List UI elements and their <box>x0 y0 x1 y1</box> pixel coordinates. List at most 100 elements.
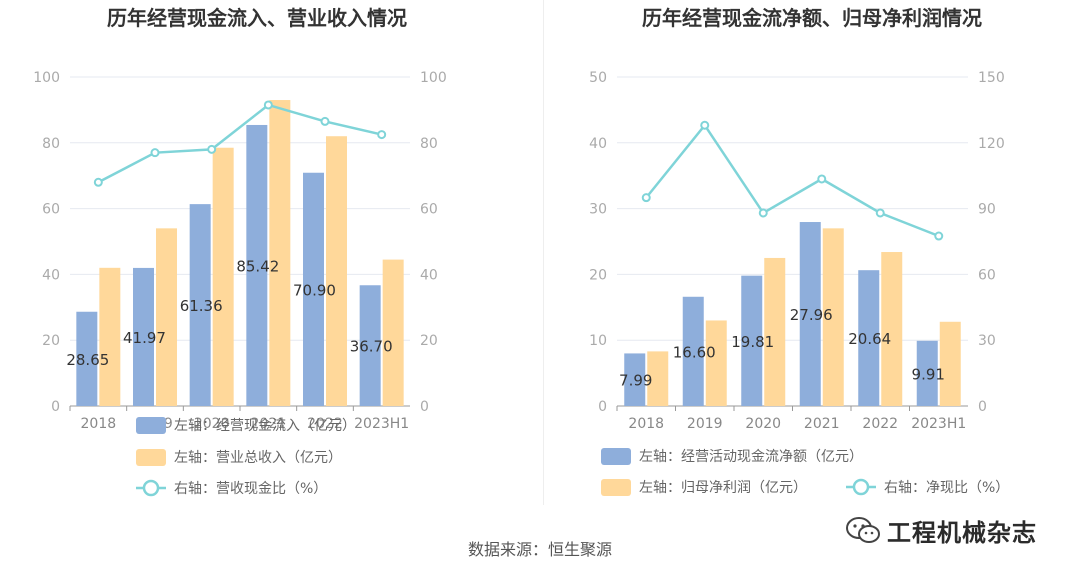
legend-item: 右轴：营收现金比（%） <box>136 479 327 497</box>
line-series <box>645 123 940 238</box>
category-label: 2022 <box>862 416 898 432</box>
line-point <box>934 231 944 241</box>
right-tick-label: 40 <box>420 267 438 283</box>
bar-1 <box>76 311 98 406</box>
bar-2 <box>705 320 727 406</box>
panel-divider <box>543 0 544 505</box>
category-label: 2021 <box>804 416 840 432</box>
bar-data-label: 9.91 <box>912 365 945 383</box>
right-tick-label: 20 <box>420 333 438 349</box>
left-tick-label: 30 <box>589 202 607 218</box>
legend-label: 左轴：营业总收入（亿元） <box>174 450 342 466</box>
legend-swatch-bar-1 <box>136 417 166 434</box>
left-tick-label: 0 <box>598 399 607 415</box>
right-tick-label: 120 <box>978 136 1005 152</box>
bar-1 <box>741 275 763 406</box>
left-tick-label: 40 <box>42 267 60 283</box>
bar-1 <box>682 296 704 406</box>
wechat-icon <box>846 517 880 543</box>
category-label: 2021 <box>251 416 287 432</box>
left-tick-label: 20 <box>42 333 60 349</box>
bar-1 <box>133 267 154 406</box>
left-tick-label: 20 <box>589 267 607 283</box>
left-tick-label: 80 <box>42 136 60 152</box>
bar-data-label: 27.96 <box>790 306 833 324</box>
line-point <box>263 100 273 110</box>
legend-item: 左轴：经营现金流入（亿元） <box>136 417 356 434</box>
chart-title: 历年经营现金流净额、归母净利润情况 <box>642 6 982 30</box>
bar-2 <box>212 147 234 407</box>
line-point <box>377 130 387 140</box>
line-point <box>817 174 827 184</box>
bar-2 <box>647 351 669 406</box>
bar-data-label: 36.70 <box>350 338 393 356</box>
data-source-note: 数据来源：恒生聚源 <box>467 540 612 559</box>
bar-2 <box>269 100 291 406</box>
watermark-text: 工程机械杂志 <box>887 518 1037 547</box>
legend-label: 右轴：净现比（%） <box>884 480 1009 496</box>
line-point <box>93 177 103 187</box>
right-tick-label: 60 <box>978 267 996 283</box>
line-point <box>207 144 217 154</box>
right-tick-label: 0 <box>420 399 429 415</box>
line-point <box>875 208 885 218</box>
legend-label: 左轴：经营活动现金流净额（亿元） <box>639 449 863 465</box>
bar-1 <box>359 285 381 406</box>
line-point <box>758 208 768 218</box>
category-label: 2018 <box>628 416 664 432</box>
legend-item: 左轴：营业总收入（亿元） <box>136 449 342 466</box>
legend-swatch-bar-2 <box>136 449 166 466</box>
bar-2 <box>326 136 347 406</box>
legend-item: 左轴：经营活动现金流净额（亿元） <box>601 448 863 465</box>
line-point <box>150 148 160 158</box>
bar-2 <box>99 267 121 406</box>
right-tick-label: 90 <box>978 202 996 218</box>
bar-data-label: 41.97 <box>123 329 166 347</box>
chart-2: 历年经营现金流净额、归母净利润情况 0 10 20 30 40 50 0 30 60 90 120 15… <box>589 6 1009 496</box>
category-label: 2018 <box>81 416 117 432</box>
legend-item: 左轴：归母净利润（亿元） <box>601 479 807 496</box>
category-label: 2023H1 <box>911 416 966 432</box>
bar-1 <box>916 340 938 406</box>
chart-title: 历年经营现金流入、营业收入情况 <box>107 6 407 30</box>
category-label: 2020 <box>194 416 230 432</box>
line-point <box>641 193 651 203</box>
right-tick-label: 30 <box>978 333 996 349</box>
line-point <box>700 120 710 130</box>
line-point <box>320 116 330 126</box>
bar-data-label: 20.64 <box>848 330 891 348</box>
bar-2 <box>881 252 903 406</box>
left-tick-label: 40 <box>589 136 607 152</box>
bar-data-label: 85.42 <box>236 257 279 275</box>
legend-item: 右轴：净现比（%） <box>846 478 1009 496</box>
left-tick-label: 60 <box>42 202 60 218</box>
left-tick-label: 100 <box>33 70 60 86</box>
legend-label: 左轴：经营现金流入（亿元） <box>174 418 356 434</box>
bar-2 <box>764 257 786 406</box>
chart-1: 历年经营现金流入、营业收入情况 0 20 40 60 80 100 0 20 40 60 80 100 2… <box>33 6 446 497</box>
bar-data-label: 28.65 <box>66 351 109 369</box>
bar-1 <box>624 353 646 406</box>
left-tick-label: 0 <box>51 399 60 415</box>
bar-1 <box>303 172 324 406</box>
left-tick-label: 50 <box>589 70 607 86</box>
bar-2 <box>822 228 844 406</box>
bar-1 <box>189 204 211 406</box>
bar-data-label: 70.90 <box>293 281 336 299</box>
legend-swatch-bar-1 <box>601 448 631 465</box>
bar-2 <box>156 228 177 406</box>
right-tick-label: 100 <box>420 70 447 86</box>
category-label: 2020 <box>745 416 781 432</box>
legend-swatch-marker <box>142 479 160 497</box>
left-tick-label: 10 <box>589 333 607 349</box>
legend-swatch-bar-2 <box>601 479 631 496</box>
right-tick-label: 80 <box>420 136 438 152</box>
category-label: 2023H1 <box>354 416 409 432</box>
right-tick-label: 0 <box>978 399 987 415</box>
legend-swatch-marker <box>852 478 870 496</box>
watermark: 工程机械杂志 <box>845 510 1037 550</box>
bar-data-label: 7.99 <box>619 372 652 390</box>
bar-data-label: 61.36 <box>180 297 223 315</box>
right-tick-label: 60 <box>420 202 438 218</box>
